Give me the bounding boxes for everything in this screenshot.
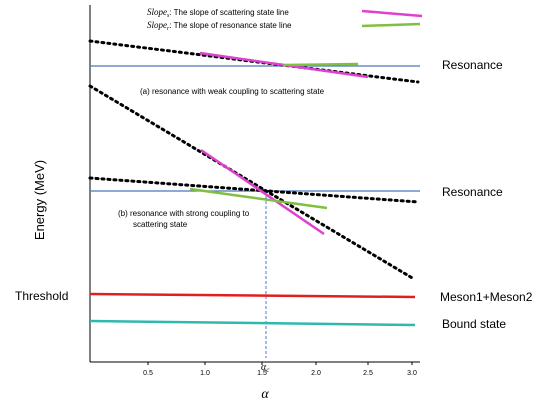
x-tick-label: 1.5: [257, 370, 267, 377]
threshold-line: [89, 292, 416, 299]
x-tick-label: 2.0: [311, 370, 321, 377]
label-resonance-top: Resonance: [442, 58, 503, 72]
slope-r-a: [282, 62, 359, 67]
alpha-c-label: αc: [261, 362, 270, 374]
legend-swatch-green: [361, 22, 421, 28]
label-threshold: Threshold: [15, 289, 68, 303]
legend-entry-scattering: Slopes: The slope of scattering state li…: [147, 7, 289, 19]
y-axis-title: Energy (MeV): [32, 160, 47, 240]
scattering-dotted-b-shallow: [88, 176, 420, 204]
slope-s-b: [200, 148, 325, 236]
annotation-b-line1: (b) resonance with strong coupling to: [118, 209, 250, 218]
x-tick-label: 0.5: [143, 370, 153, 377]
annotation-a: (a) resonance with weak coupling to scat…: [140, 87, 325, 96]
x-tick-label: 1.0: [200, 370, 210, 377]
x-tick-label: 3.0: [407, 370, 417, 377]
scattering-dotted-b-steep: [88, 84, 416, 281]
x-tick-label: 2.5: [363, 370, 373, 377]
annotation-b-line2: scattering state: [133, 220, 188, 229]
x-ticks: 0.5 1.0 1.5 2.0 2.5 3.0: [143, 362, 417, 377]
x-axis-title: α: [261, 387, 269, 402]
label-resonance-mid: Resonance: [442, 185, 503, 199]
label-bound-state: Bound state: [442, 317, 506, 331]
legend: Slopes: The slope of scattering state li…: [147, 7, 423, 32]
slope-r-b: [189, 187, 328, 210]
legend-swatch-magenta: [361, 9, 423, 18]
legend-entry-resonance: Sloper: The slope of resonance state lin…: [147, 20, 292, 32]
label-meson: Meson1+Meson2: [440, 290, 533, 304]
bound-state-line: [89, 319, 416, 327]
